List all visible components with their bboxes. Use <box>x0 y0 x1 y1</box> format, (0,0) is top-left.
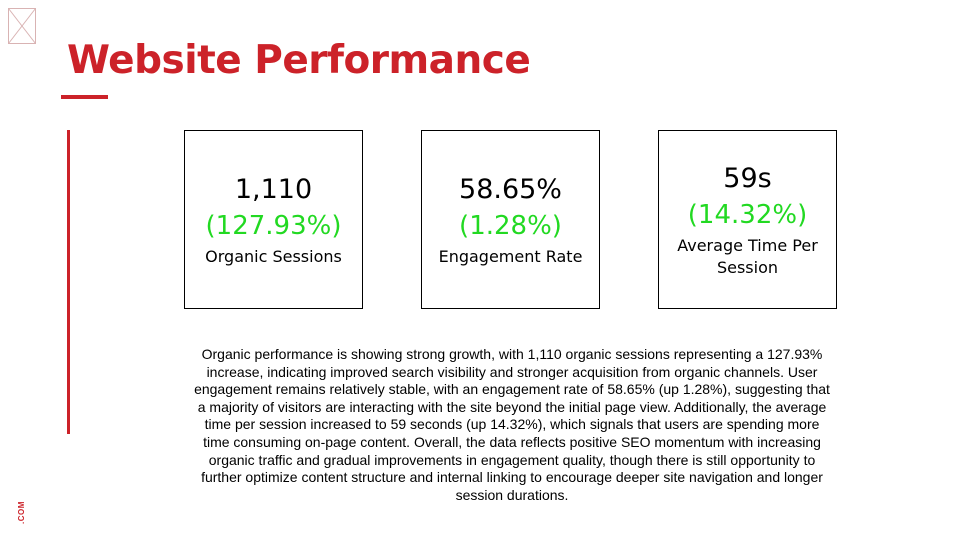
title-underline <box>61 95 108 99</box>
logo-placeholder-icon <box>8 8 36 44</box>
metric-change: (14.32%) <box>687 199 808 230</box>
metric-value: 1,110 <box>234 173 313 205</box>
metric-card-average-time: 59s (14.32%) Average Time Per Session <box>658 130 837 309</box>
summary-paragraph: Organic performance is showing strong gr… <box>194 346 830 503</box>
metric-label: Average Time Per Session <box>677 235 818 277</box>
metric-card-organic-sessions: 1,110 (127.93%) Organic Sessions <box>184 130 363 309</box>
metric-card-engagement-rate: 58.65% (1.28%) Engagement Rate <box>421 130 600 309</box>
metric-label: Engagement Rate <box>438 246 583 266</box>
metric-change: (1.28%) <box>459 210 562 241</box>
metric-change: (127.93%) <box>205 210 342 241</box>
metric-label: Organic Sessions <box>205 246 342 266</box>
vertical-divider <box>67 130 70 434</box>
side-brand-text: .COM <box>14 497 28 527</box>
metric-value: 58.65% <box>459 173 562 205</box>
metric-value: 59s <box>723 162 772 194</box>
side-brand-label: .COM <box>16 500 26 524</box>
page-title: Website Performance <box>67 38 531 83</box>
